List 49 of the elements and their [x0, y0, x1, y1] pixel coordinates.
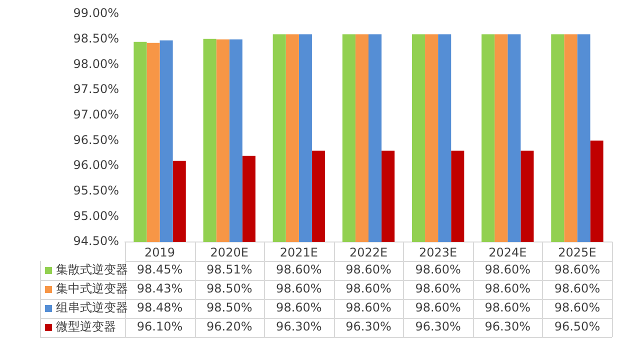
legend-label: 集中式逆变器	[56, 282, 128, 296]
data-label: 98.60%	[276, 300, 322, 315]
data-label: 98.60%	[484, 282, 531, 296]
x-tick-label: 2021E	[280, 245, 318, 260]
data-label: 96.30%	[346, 320, 392, 334]
data-label: 98.50%	[206, 282, 252, 296]
data-label: 98.50%	[206, 300, 252, 315]
data-label: 98.48%	[136, 300, 183, 315]
y-tick-label: 97.00%	[73, 107, 119, 122]
y-tick-label: 96.00%	[73, 158, 119, 172]
x-tick-label: 2024E	[488, 245, 527, 260]
y-tick-label: 99.00%	[73, 6, 119, 20]
data-label: 98.60%	[346, 262, 392, 277]
y-tick-label: 95.50%	[73, 183, 119, 198]
y-tick-label: 97.50%	[73, 82, 119, 96]
legend-label: 集散式逆变器	[56, 262, 128, 277]
data-label: 98.60%	[554, 262, 600, 277]
y-tick-label: 98.00%	[73, 56, 119, 71]
data-label: 96.20%	[206, 320, 252, 334]
y-tick-label: 95.00%	[73, 208, 119, 223]
x-tick-label: 2019	[144, 245, 176, 260]
data-label: 98.60%	[415, 282, 461, 296]
data-label: 98.60%	[554, 282, 600, 296]
data-label: 98.43%	[136, 282, 183, 296]
y-tick-label: 96.50%	[73, 132, 119, 147]
data-label: 96.30%	[484, 320, 531, 334]
data-label: 98.60%	[554, 300, 600, 315]
x-tick-label: 2025E	[558, 245, 596, 260]
data-label: 96.30%	[415, 320, 461, 334]
data-label: 96.30%	[276, 320, 322, 334]
data-label: 98.51%	[206, 262, 252, 277]
data-label: 98.60%	[484, 300, 531, 315]
legend-label: 微型逆变器	[56, 320, 116, 334]
data-label: 98.60%	[346, 282, 392, 296]
y-tick-label: 94.50%	[73, 234, 119, 248]
y-tick-label: 98.50%	[73, 31, 119, 46]
data-label: 98.45%	[136, 262, 183, 277]
data-label: 96.50%	[554, 320, 600, 334]
data-label: 98.60%	[484, 262, 531, 277]
data-label: 98.60%	[276, 282, 322, 296]
data-label: 96.10%	[136, 320, 183, 334]
x-tick-label: 2020E	[210, 245, 248, 260]
x-tick-label: 2023E	[419, 245, 458, 260]
data-label: 98.60%	[346, 300, 392, 315]
legend-label: 组串式逆变器	[56, 300, 128, 315]
data-label: 98.60%	[415, 300, 461, 315]
x-tick-label: 2022E	[349, 245, 388, 260]
data-label: 98.60%	[415, 262, 461, 277]
data-label: 98.60%	[276, 262, 322, 277]
